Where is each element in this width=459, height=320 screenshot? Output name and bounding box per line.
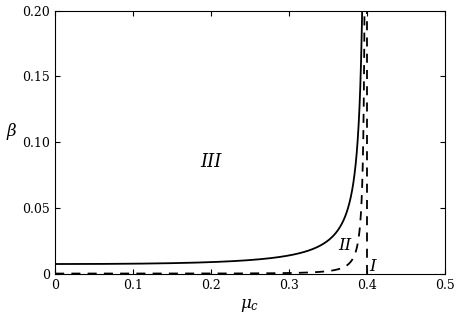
Y-axis label: $\beta$: $\beta$	[6, 121, 17, 142]
Text: I: I	[369, 258, 375, 275]
X-axis label: $\mu_c$: $\mu_c$	[240, 298, 259, 315]
Text: III: III	[200, 153, 221, 171]
Text: II: II	[337, 236, 351, 253]
